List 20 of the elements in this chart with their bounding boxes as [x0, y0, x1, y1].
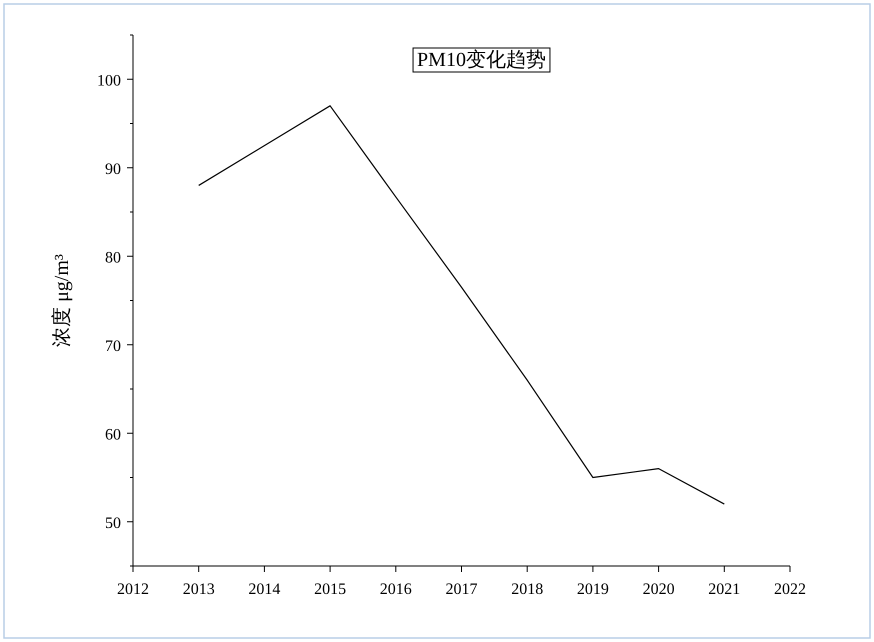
x-tick-label: 2021	[708, 581, 740, 598]
y-tick-label: 50	[105, 514, 121, 532]
x-tick-label: 2022	[774, 581, 806, 598]
x-tick-label: 2012	[117, 581, 149, 598]
x-tick-label: 2020	[642, 581, 675, 598]
x-tick-label: 2014	[248, 581, 280, 598]
y-tick-label: 60	[105, 426, 121, 444]
y-tick-label: 90	[105, 160, 121, 178]
text: PM10变化趋势	[417, 49, 546, 71]
y-axis-title: 浓度 μg/m³	[51, 254, 73, 347]
x-tick-label: 2013	[182, 581, 215, 598]
y-tick-label: 70	[105, 338, 121, 355]
x-tick-label: 2017	[446, 581, 478, 598]
line-series	[198, 105, 725, 505]
x-tick-label: 2019	[576, 581, 609, 598]
x-tick-label: 2015	[314, 581, 346, 598]
y-tick-label: 80	[105, 249, 121, 266]
x-tick-label: 2018	[511, 581, 544, 598]
x-tick-label: 2016	[380, 581, 412, 598]
y-tick-label: 100	[97, 72, 121, 90]
